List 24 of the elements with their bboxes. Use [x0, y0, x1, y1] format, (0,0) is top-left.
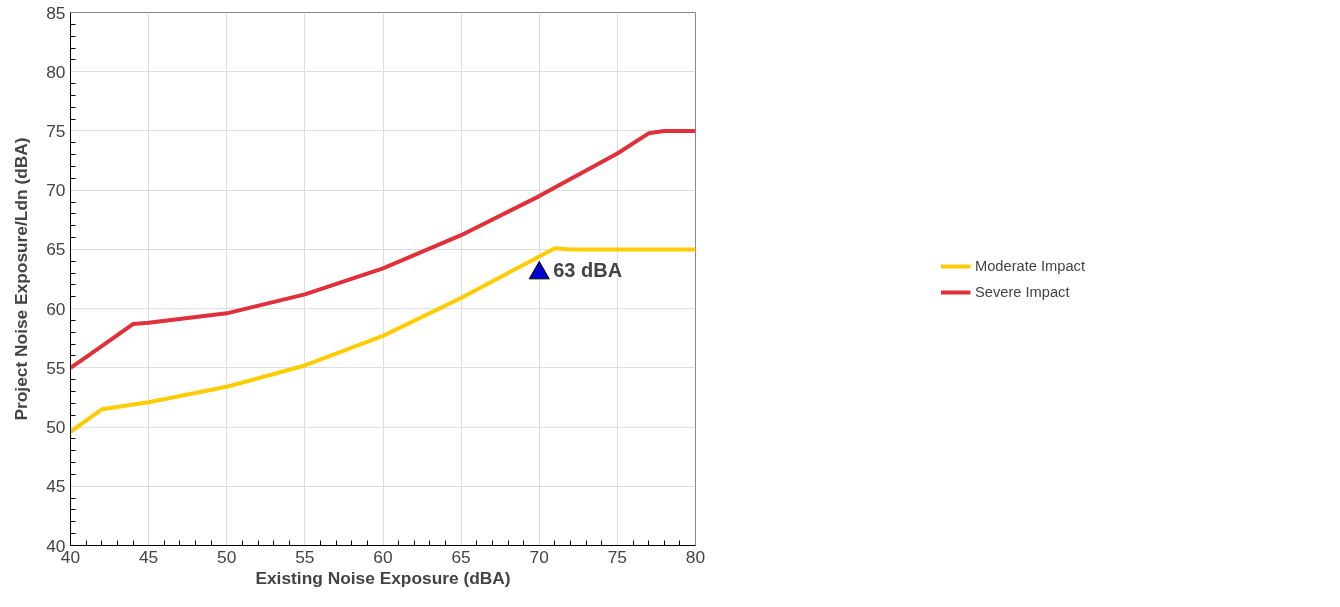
- y-tick-label: 85: [46, 2, 66, 23]
- x-axis-title: Existing Noise Exposure (dBA): [255, 567, 511, 588]
- x-tick-label: 45: [138, 546, 159, 567]
- annotation: 63 dBA: [553, 259, 623, 282]
- x-tick-label: 70: [529, 546, 549, 567]
- x-tick-label: 60: [373, 546, 393, 567]
- x-tick-label: 55: [295, 546, 315, 567]
- x-tick-label: 75: [607, 546, 628, 567]
- line-series: [70, 128, 696, 370]
- y-tick-label: 65: [46, 239, 66, 260]
- y-tick-label: 80: [46, 61, 66, 82]
- legend-label: Moderate Impact: [975, 257, 1085, 274]
- y-tick-label: 60: [46, 298, 66, 319]
- legend-label: Severe Impact: [975, 283, 1070, 300]
- x-tick-label: 50: [217, 546, 237, 567]
- y-tick-label: 75: [46, 120, 66, 141]
- x-tick-label: 65: [451, 546, 471, 567]
- y-tick-label: 45: [46, 476, 66, 497]
- y-tick-label: 50: [46, 417, 66, 438]
- y-tick-label: 70: [46, 180, 66, 201]
- line-series: [70, 246, 696, 434]
- y-axis-title: Project Noise Exposure/Ldn (dBA): [11, 137, 32, 421]
- y-tick-label: 55: [46, 357, 66, 378]
- x-tick-label: 80: [685, 546, 706, 567]
